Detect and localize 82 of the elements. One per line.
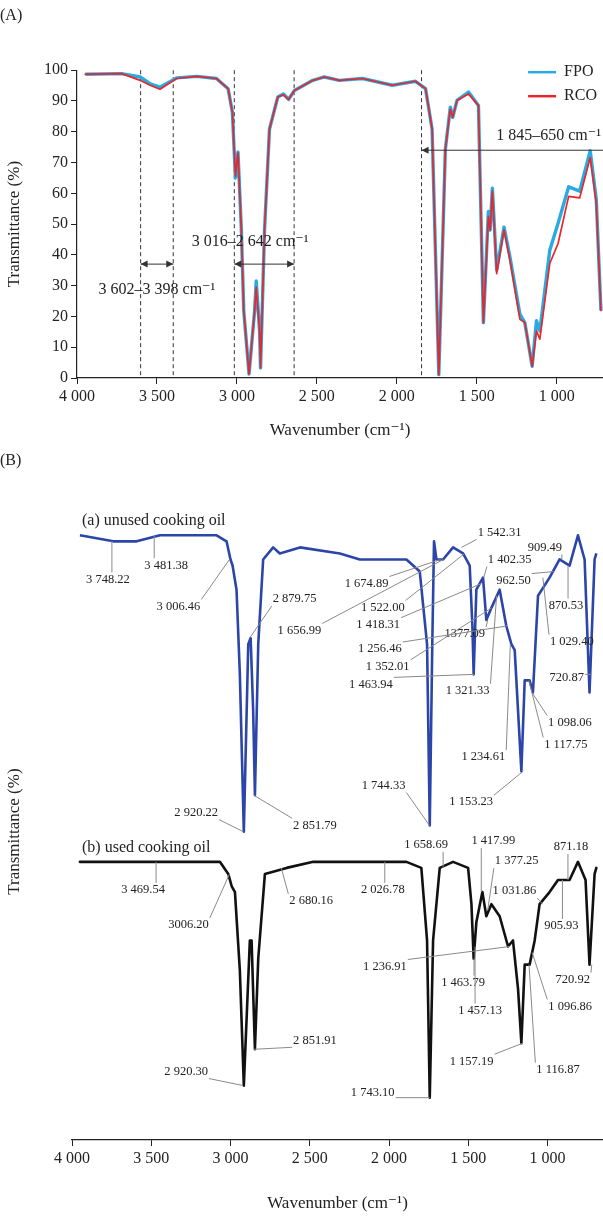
- annotation: 1 153.23: [449, 794, 494, 809]
- annotation: 1 522.00: [360, 599, 405, 614]
- annotation: 2 026.78: [360, 882, 405, 897]
- annotation: 870.53: [548, 597, 584, 612]
- x-tick-label: 2 000: [371, 1148, 408, 1166]
- y-axis-title: Transmittance (%): [3, 160, 23, 288]
- chart-title: (B): [0, 450, 22, 469]
- annotation: 3 481.38: [144, 557, 189, 572]
- annotation: 2 920.22: [174, 804, 219, 819]
- x-tick-label: 1 500: [458, 386, 495, 404]
- y-tick-label: 50: [52, 214, 68, 232]
- annotation: 962.50: [496, 572, 531, 587]
- annotation: 1 845–650 cm⁻¹: [496, 126, 602, 144]
- annotation: 720.92: [555, 971, 590, 986]
- annotation: 720.87: [549, 669, 584, 684]
- annotation: 1 098.06: [548, 714, 592, 729]
- annotation: 1 096.86: [548, 998, 593, 1013]
- x-tick-label: 2 000: [378, 386, 415, 404]
- y-tick-label: 100: [44, 60, 68, 78]
- y-axis-title: Transmittance (%): [3, 768, 23, 895]
- x-tick-label: 4 000: [59, 386, 95, 404]
- annotation: 1 402.35: [487, 551, 532, 566]
- annotation: 1 116.87: [536, 1061, 580, 1076]
- x-tick-label: 4 000: [54, 1148, 90, 1166]
- annotation: 1 321.33: [445, 683, 490, 698]
- annotation: 1 236.91: [363, 958, 407, 973]
- x-tick-label: 1 500: [450, 1148, 487, 1166]
- annotation: 1 463.79: [441, 974, 485, 989]
- annotation: 2 920.30: [164, 1063, 209, 1078]
- y-tick-label: 30: [52, 275, 68, 293]
- annotation: 2 879.75: [272, 591, 317, 606]
- annotation: 2 851.91: [293, 1032, 337, 1047]
- annotation: 1 542.31: [477, 524, 522, 539]
- annotation: 2 680.16: [289, 893, 334, 908]
- chart-title: (A): [0, 5, 23, 24]
- annotation: 1 656.99: [277, 622, 322, 637]
- y-tick-label: 0: [60, 368, 68, 386]
- annotation: 1 352.01: [365, 659, 410, 674]
- x-tick-label: 2 500: [291, 1148, 328, 1166]
- x-tick-label: 3 000: [212, 1148, 249, 1166]
- x-tick-label: 3 000: [218, 386, 255, 404]
- y-tick-label: 10: [52, 337, 68, 355]
- annotation: 905.93: [544, 918, 579, 933]
- series-label: (a) unused cooking oil: [82, 511, 227, 530]
- y-tick-label: 70: [52, 152, 68, 170]
- annotation: 1 117.75: [544, 736, 588, 751]
- legend-label: RCO: [564, 86, 598, 104]
- y-tick-label: 60: [52, 183, 68, 201]
- x-tick-label: 2 500: [298, 386, 335, 404]
- annotation: 1 457.13: [458, 1002, 502, 1017]
- x-axis-title: Wavenumber (cm⁻¹): [269, 420, 411, 440]
- x-tick-label: 1 000: [538, 386, 575, 404]
- annotation: 1 417.99: [471, 833, 516, 848]
- legend-label: FPO: [564, 62, 594, 80]
- y-tick-label: 20: [52, 306, 68, 324]
- series-label: (b) used cooking oil: [82, 837, 211, 856]
- y-tick-label: 40: [52, 245, 68, 263]
- annotation: 3 748.22: [86, 571, 130, 586]
- x-tick-label: 3 500: [138, 386, 175, 404]
- annotation: 1 463.94: [349, 676, 394, 691]
- annotation: 3006.20: [168, 917, 209, 932]
- annotation: 1 234.61: [461, 749, 506, 764]
- y-tick-label: 90: [52, 91, 68, 109]
- annotation: 1 157.19: [449, 1053, 494, 1068]
- annotation: 3 469.54: [121, 882, 166, 897]
- annotation: 1 744.33: [361, 777, 406, 792]
- y-tick-label: 80: [52, 121, 68, 139]
- annotation: 909.49: [527, 539, 563, 554]
- x-axis-title: Wavenumber (cm⁻¹): [267, 1193, 408, 1213]
- annotation: 1 743.10: [350, 1084, 395, 1099]
- annotation: 1 658.69: [404, 837, 448, 852]
- x-tick-label: 1 000: [529, 1148, 566, 1166]
- annotation: 1 418.31: [356, 616, 401, 631]
- x-tick-label: 3 500: [133, 1148, 170, 1166]
- annotation: 3 006.46: [156, 598, 201, 613]
- annotation: 1 031.86: [492, 883, 537, 898]
- annotation: 3 602–3 398 cm⁻¹: [98, 280, 216, 298]
- annotation: 2 851.79: [293, 817, 337, 832]
- annotation: 1 256.46: [358, 641, 402, 656]
- annotation: 871.18: [553, 839, 589, 854]
- annotation: 1 377.25: [494, 853, 539, 868]
- annotation: 1 674.89: [344, 575, 389, 590]
